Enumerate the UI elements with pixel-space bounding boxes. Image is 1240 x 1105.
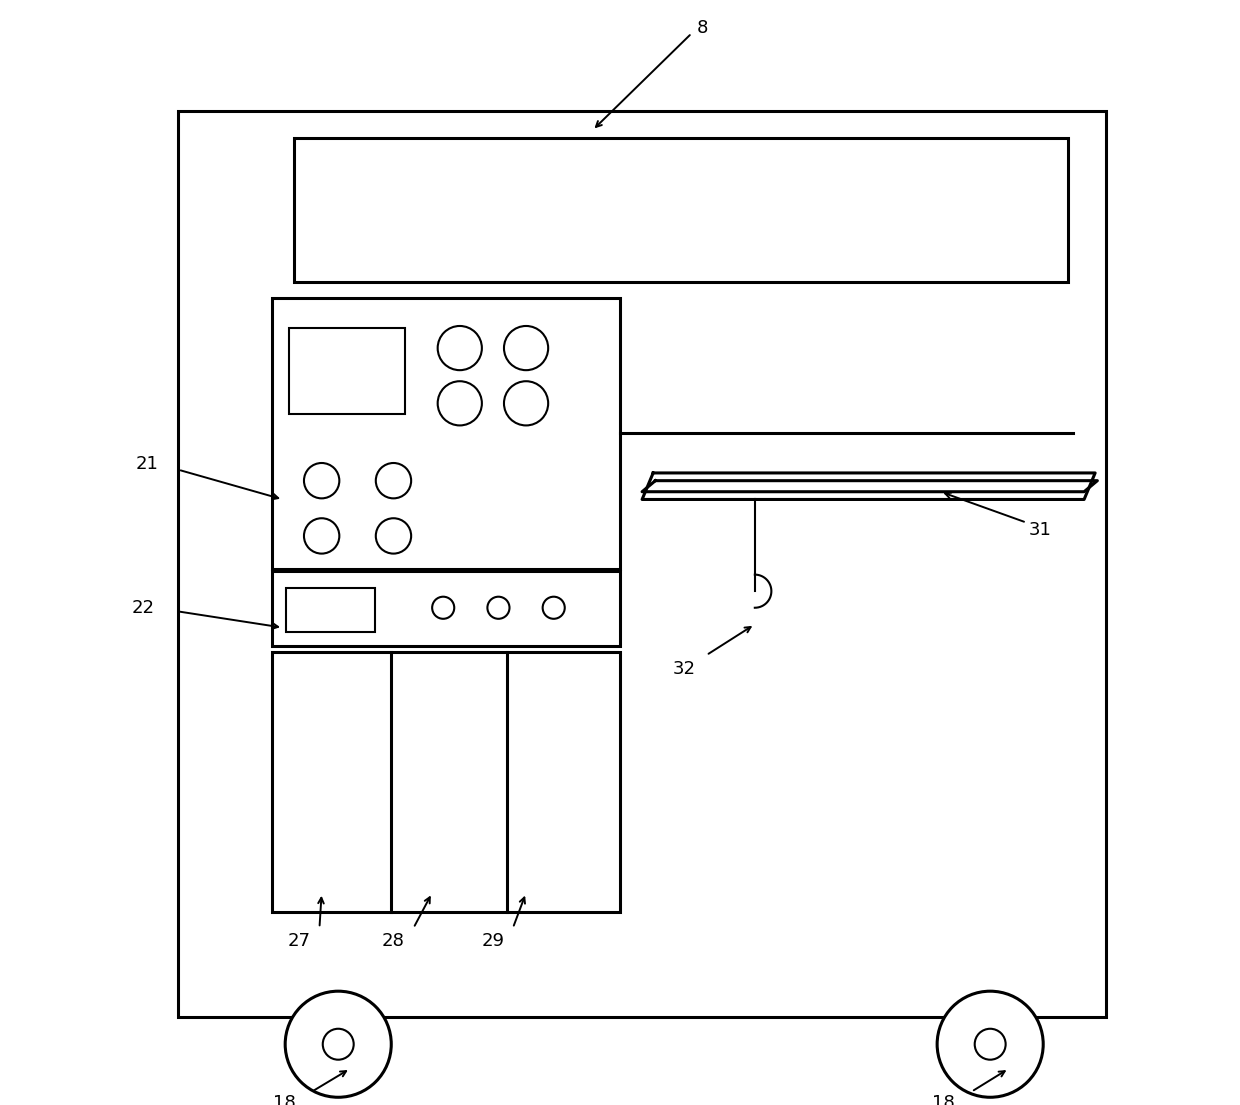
Text: 18: 18 [932, 1094, 955, 1105]
Text: 31: 31 [1028, 522, 1052, 539]
Text: 22: 22 [131, 599, 154, 617]
Circle shape [487, 597, 510, 619]
Text: 27: 27 [288, 933, 311, 950]
Bar [272, 298, 620, 569]
Circle shape [304, 463, 340, 498]
Circle shape [322, 1029, 353, 1060]
Bar [272, 652, 620, 912]
Bar [308, 1010, 368, 1056]
Circle shape [376, 463, 412, 498]
Bar [960, 1010, 1021, 1056]
Bar [272, 571, 620, 646]
Bar [286, 588, 374, 632]
Bar [289, 328, 404, 414]
Circle shape [438, 326, 482, 370]
Bar [179, 110, 1106, 1017]
Text: 8: 8 [697, 19, 708, 36]
Text: 28: 28 [382, 933, 405, 950]
Circle shape [937, 991, 1043, 1097]
Text: 32: 32 [672, 660, 696, 677]
Circle shape [304, 518, 340, 554]
Text: 29: 29 [481, 933, 505, 950]
Text: 21: 21 [135, 455, 159, 473]
Circle shape [438, 381, 482, 425]
Circle shape [503, 326, 548, 370]
Circle shape [433, 597, 454, 619]
Circle shape [376, 518, 412, 554]
Text: 18: 18 [273, 1094, 295, 1105]
Bar [294, 138, 1068, 282]
Circle shape [975, 1029, 1006, 1060]
Circle shape [543, 597, 564, 619]
Circle shape [285, 991, 392, 1097]
Circle shape [503, 381, 548, 425]
